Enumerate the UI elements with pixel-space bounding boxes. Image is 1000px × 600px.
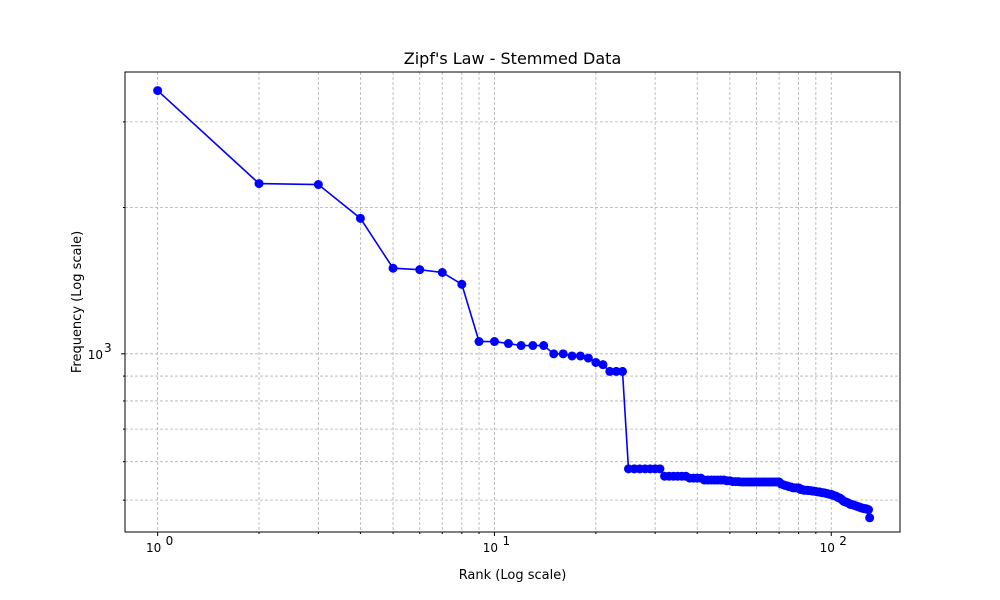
data-point (528, 341, 538, 351)
x-tick-label: 10 (483, 541, 498, 555)
chart-title: Zipf's Law - Stemmed Data (404, 49, 622, 68)
y-tick-label: 10 (88, 348, 103, 362)
data-point (516, 341, 526, 351)
data-point (591, 357, 601, 367)
data-point (254, 179, 264, 189)
data-point (865, 513, 875, 523)
x-tick-label-exponent: 1 (502, 534, 510, 548)
data-point (313, 180, 323, 190)
data-point (153, 86, 163, 96)
data-point (611, 366, 621, 376)
data-point (605, 366, 615, 376)
data-point (567, 351, 577, 361)
data-point (583, 353, 593, 363)
grid (125, 72, 900, 532)
data-point (355, 213, 365, 223)
data-point (539, 341, 549, 351)
y-axis-label: Frequency (Log scale) (70, 231, 85, 373)
data-point (655, 464, 665, 474)
y-tick-label-exponent: 3 (104, 341, 112, 355)
data-point (618, 366, 627, 376)
x-tick-label: 10 (820, 541, 835, 555)
data-point (575, 351, 585, 361)
data-point (549, 349, 559, 359)
data-point (489, 337, 499, 347)
x-tick-label-exponent: 0 (166, 534, 174, 548)
data-point (437, 268, 447, 277)
data-point (598, 360, 608, 370)
data-point (474, 337, 484, 347)
data-point (864, 505, 873, 515)
data-point (457, 279, 467, 289)
x-axis-label: Rank (Log scale) (459, 568, 567, 583)
data-point (503, 339, 513, 349)
data-point (558, 349, 568, 359)
x-tick-label-exponent: 2 (839, 534, 847, 548)
data-point (415, 265, 425, 275)
x-tick-label: 10 (146, 541, 161, 555)
plot-frame (124, 71, 901, 533)
series-markers (153, 86, 875, 523)
data-point (388, 263, 398, 273)
